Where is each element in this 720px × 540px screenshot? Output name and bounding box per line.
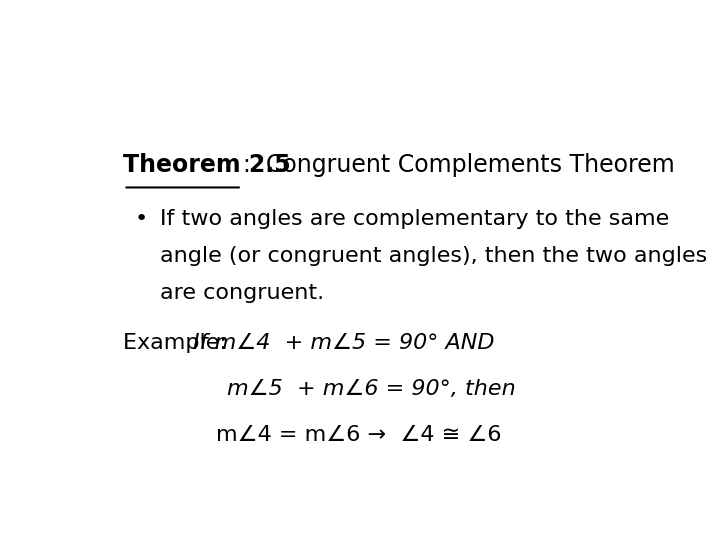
Text: Example:: Example:	[124, 333, 235, 353]
Text: m∠5  + m∠6 = 90°, then: m∠5 + m∠6 = 90°, then	[227, 379, 516, 399]
Text: :  Congruent Complements Theorem: : Congruent Complements Theorem	[243, 153, 675, 177]
Text: •: •	[135, 208, 148, 228]
Text: are congruent.: are congruent.	[160, 284, 324, 303]
Text: angle (or congruent angles), then the two angles: angle (or congruent angles), then the tw…	[160, 246, 707, 266]
Text: m∠4 = m∠6 →  ∠4 ≅ ∠6: m∠4 = m∠6 → ∠4 ≅ ∠6	[215, 425, 501, 445]
Text: Theorem 2.5: Theorem 2.5	[124, 153, 291, 177]
Text: If two angles are complementary to the same: If two angles are complementary to the s…	[160, 208, 669, 228]
Text: If m∠4  + m∠5 = 90° AND: If m∠4 + m∠5 = 90° AND	[193, 333, 495, 353]
